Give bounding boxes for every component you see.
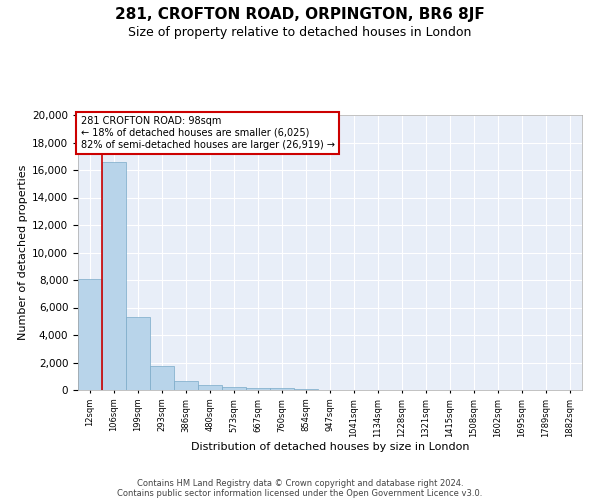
Bar <box>198 385 222 390</box>
Y-axis label: Number of detached properties: Number of detached properties <box>18 165 28 340</box>
Bar <box>174 381 198 390</box>
Text: 281 CROFTON ROAD: 98sqm
← 18% of detached houses are smaller (6,025)
82% of semi: 281 CROFTON ROAD: 98sqm ← 18% of detache… <box>80 116 335 150</box>
Bar <box>246 388 270 390</box>
Bar <box>126 317 150 390</box>
Bar <box>78 278 102 390</box>
Bar <box>222 387 246 390</box>
X-axis label: Distribution of detached houses by size in London: Distribution of detached houses by size … <box>191 442 469 452</box>
Text: Contains public sector information licensed under the Open Government Licence v3: Contains public sector information licen… <box>118 488 482 498</box>
Bar <box>150 366 174 390</box>
Bar <box>102 162 126 390</box>
Text: Contains HM Land Registry data © Crown copyright and database right 2024.: Contains HM Land Registry data © Crown c… <box>137 478 463 488</box>
Bar <box>294 389 318 390</box>
Bar <box>270 388 294 390</box>
Text: 281, CROFTON ROAD, ORPINGTON, BR6 8JF: 281, CROFTON ROAD, ORPINGTON, BR6 8JF <box>115 8 485 22</box>
Text: Size of property relative to detached houses in London: Size of property relative to detached ho… <box>128 26 472 39</box>
